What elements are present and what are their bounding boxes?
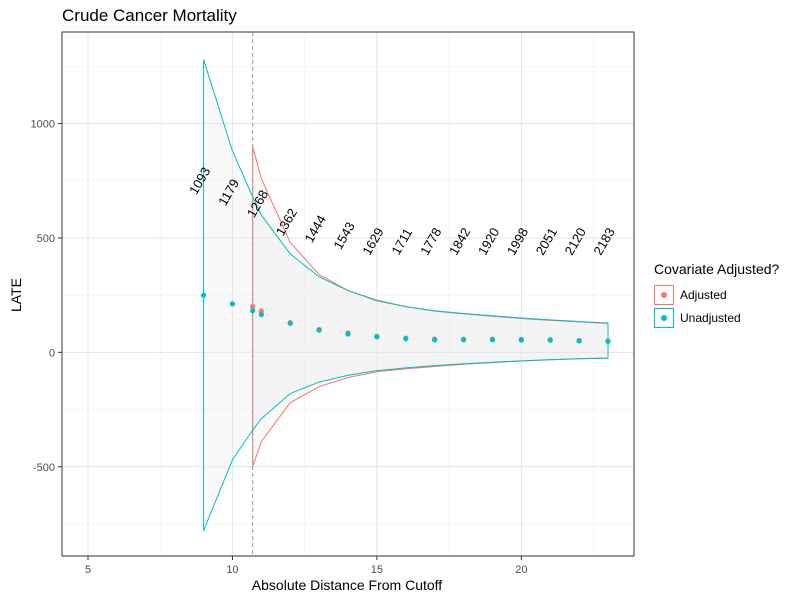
x-tick-label: 20 — [515, 564, 527, 576]
data-point-unadjusted — [250, 308, 256, 314]
data-point-unadjusted — [605, 338, 611, 344]
data-point-unadjusted — [258, 311, 264, 318]
x-tick-label: 5 — [85, 564, 91, 576]
annotation-label: 1778 — [417, 225, 444, 258]
annotation-label: 1711 — [388, 226, 415, 258]
data-point-unadjusted — [489, 337, 496, 343]
grid-layer — [62, 32, 634, 556]
legend-item-unadjusted: Unadjusted — [654, 306, 779, 329]
ci-line-layer — [203, 32, 609, 556]
legend-key-unadjusted — [654, 307, 674, 328]
annotation-label: 2051 — [533, 225, 560, 258]
data-point-unadjusted — [576, 338, 582, 344]
data-point-unadjusted — [547, 337, 553, 343]
panel-border — [61, 31, 635, 557]
data-point-unadjusted — [374, 334, 380, 340]
legend: Covariate Adjusted? Adjusted Unadjusted — [654, 261, 779, 329]
x-tick-label: 10 — [226, 564, 238, 576]
data-point-unadjusted — [200, 292, 207, 298]
data-point-unadjusted — [316, 327, 322, 333]
data-point-unadjusted — [229, 301, 236, 307]
annotation-label: 1842 — [446, 225, 473, 258]
annotation-label: 1444 — [301, 213, 328, 246]
ci-band-layer — [203, 59, 609, 531]
y-tick-label: 500 — [37, 233, 55, 245]
x-tick-label: 15 — [371, 564, 383, 576]
y-tick-label: -500 — [33, 462, 55, 474]
legend-item-adjusted: Adjusted — [654, 283, 779, 306]
annotation-label: 1543 — [330, 219, 357, 252]
ci-band-unadjusted — [203, 59, 609, 531]
data-point-unadjusted — [345, 331, 351, 337]
data-point-unadjusted — [403, 336, 409, 342]
legend-dot-unadjusted — [661, 314, 667, 321]
data-point-unadjusted — [518, 337, 524, 343]
ci-outline-unadjusted — [203, 59, 609, 532]
annotation-label: 2183 — [590, 225, 617, 258]
legend-title: Covariate Adjusted? — [654, 261, 780, 277]
legend-label-adjusted: Adjusted — [680, 287, 727, 302]
y-tick-label: 1000 — [31, 119, 55, 131]
legend-key-adjusted — [654, 284, 674, 305]
annotation-label: 1920 — [475, 225, 502, 258]
annotation-label: 1998 — [504, 225, 531, 258]
data-point-unadjusted — [287, 320, 293, 326]
x-axis-title: Absolute Distance From Cutoff — [252, 577, 442, 593]
legend-label-unadjusted: Unadjusted — [680, 310, 741, 325]
y-axis-title: LATE — [8, 278, 24, 312]
point-layer — [200, 292, 611, 344]
data-point-unadjusted — [432, 337, 438, 343]
data-point-unadjusted — [460, 337, 467, 343]
ci-band-adjusted — [252, 146, 608, 467]
data-point-adjusted — [250, 303, 256, 310]
annotation-label: 1362 — [273, 206, 300, 239]
chart-title: Crude Cancer Mortality — [62, 6, 237, 25]
annotation-label: 1629 — [359, 225, 386, 258]
y-tick-label: 0 — [49, 347, 55, 359]
axis-layer: 5 10 15 20 -500 0 500 1000 — [31, 31, 635, 576]
legend-dot-adjusted — [661, 291, 667, 298]
annotation-label: 2120 — [561, 225, 588, 258]
